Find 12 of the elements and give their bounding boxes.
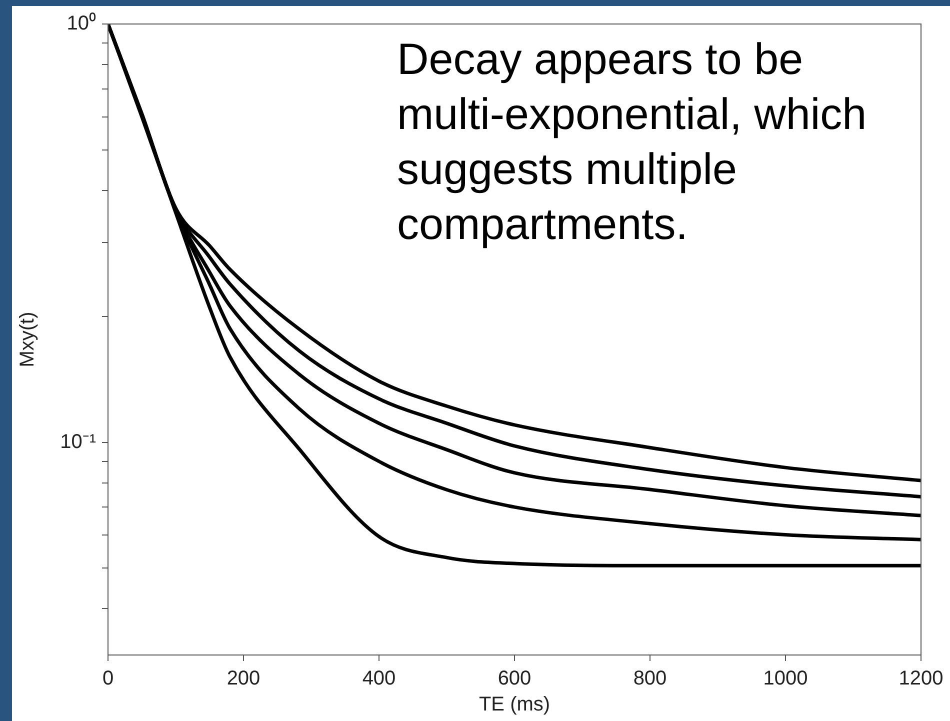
x-axis-title: TE (ms) — [478, 694, 550, 716]
y-tick-label: 10⁰ — [66, 12, 96, 35]
x-tick-label: 800 — [633, 668, 667, 690]
x-tick-label: 1000 — [763, 668, 808, 690]
x-tick-label: 600 — [498, 668, 532, 690]
y-axis-title: Mxy(t) — [16, 312, 39, 368]
x-tick-label: 0 — [102, 668, 114, 690]
annotation: Decay appears to be multi-exponential, which suggests multiple compartments. — [397, 35, 867, 250]
x-tick-label: 200 — [226, 668, 260, 690]
x-tick-label: 400 — [362, 668, 396, 690]
y-tick-label: 10⁻¹ — [60, 430, 96, 453]
x-tick-label: 1200 — [898, 668, 944, 690]
